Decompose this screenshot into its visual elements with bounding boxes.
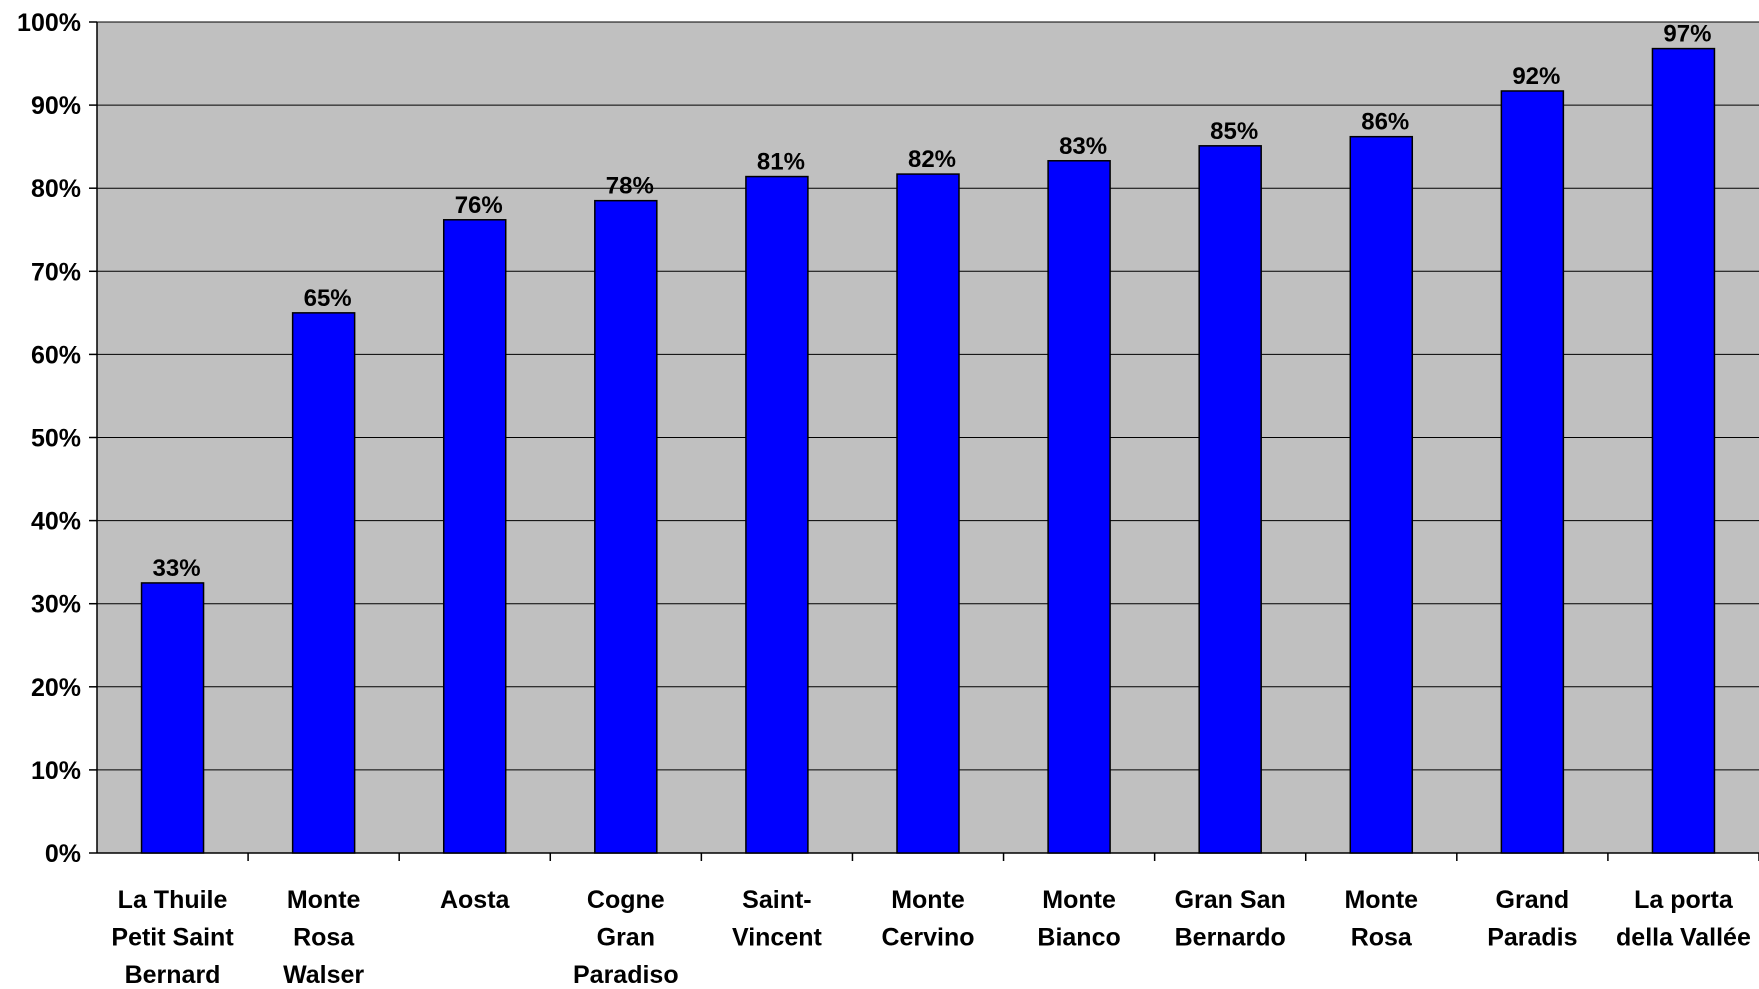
y-tick-label: 90% <box>31 92 81 120</box>
y-tick-label: 100% <box>17 9 81 37</box>
category-label-line: Vincent <box>732 924 823 952</box>
bar <box>745 175 809 854</box>
bar <box>594 199 658 854</box>
bar <box>442 219 507 854</box>
data-label: 33% <box>153 555 201 582</box>
category-label-line: La porta <box>1634 886 1734 914</box>
category-label: Saint- Vincent <box>732 886 823 952</box>
category-label-line: della Vallée <box>1616 924 1751 952</box>
category-label-line: Paradiso <box>573 961 679 989</box>
bar <box>896 173 960 854</box>
category-label: Grand Paradis <box>1487 886 1577 952</box>
bars <box>140 47 1716 854</box>
y-axis: 0% 10% 20% 30% 40% 50% 60% 70% 80% 90% 100% <box>17 9 98 868</box>
category-label: Monte Cervino <box>881 886 974 952</box>
data-label: 86% <box>1361 109 1409 136</box>
category-label: Gran San Bernardo <box>1175 886 1286 952</box>
category-label: La porta della Vallée <box>1616 886 1751 952</box>
category-label-line: Bernard <box>125 961 221 989</box>
category-label-line: Bianco <box>1037 924 1120 952</box>
y-tick-label: 70% <box>31 258 81 286</box>
bar <box>1651 47 1716 854</box>
category-label-line: Rosa <box>293 924 355 952</box>
data-label: 83% <box>1059 133 1107 160</box>
y-tick-label: 40% <box>31 508 81 536</box>
bar <box>1500 90 1565 854</box>
category-label: La Thuile Petit Saint Bernard <box>111 886 234 989</box>
bar <box>1349 135 1414 854</box>
data-label: 81% <box>757 149 805 176</box>
bar <box>1047 160 1111 854</box>
category-label-line: Cervino <box>881 924 974 952</box>
category-label-line: Bernardo <box>1175 924 1286 952</box>
y-tick-label: 0% <box>45 840 81 868</box>
category-label-line: Walser <box>283 961 364 989</box>
data-label: 92% <box>1512 63 1560 90</box>
category-label-line: Gran San <box>1175 886 1286 914</box>
y-tick-label: 60% <box>31 341 81 369</box>
y-tick-label: 20% <box>31 674 81 702</box>
y-tick-label: 50% <box>31 425 81 453</box>
data-label: 78% <box>606 173 654 200</box>
data-labels: 33% 65% 76% 78% 81% 82% 83% 85% 86% 92% 97% <box>153 21 1712 582</box>
data-label: 76% <box>455 192 503 219</box>
category-label: Cogne Gran Paradiso <box>573 886 679 989</box>
category-label-line: Aosta <box>440 886 511 914</box>
category-label-line: Cogne <box>587 886 665 914</box>
category-label: Monte Rosa Walser <box>283 886 364 989</box>
category-label-line: Monte <box>287 886 361 914</box>
category-label-line: Grand <box>1496 886 1570 914</box>
data-label: 85% <box>1210 118 1258 145</box>
data-label: 97% <box>1663 21 1711 48</box>
data-label: 82% <box>908 146 956 173</box>
category-label: Monte Bianco <box>1037 886 1120 952</box>
category-label: Monte Rosa <box>1344 886 1418 952</box>
category-label-line: Monte <box>1042 886 1116 914</box>
category-label: Aosta <box>440 886 511 914</box>
y-tick-label: 80% <box>31 175 81 203</box>
category-label-line: Saint- <box>742 886 811 914</box>
category-label-line: Monte <box>1344 886 1418 914</box>
data-label: 65% <box>304 285 352 312</box>
bar <box>1198 145 1262 854</box>
category-label-line: Petit Saint <box>111 924 234 952</box>
bar <box>140 582 205 854</box>
y-tick-label: 30% <box>31 591 81 619</box>
bar <box>291 312 356 854</box>
y-tick-label: 10% <box>31 757 81 785</box>
category-label-line: Paradis <box>1487 924 1577 952</box>
category-label-line: Gran <box>597 924 655 952</box>
x-axis <box>97 852 1759 861</box>
category-labels: La Thuile Petit Saint Bernard Monte Rosa Wals… <box>111 886 1751 989</box>
category-label-line: La Thuile <box>118 886 228 914</box>
category-label-line: Monte <box>891 886 965 914</box>
category-label-line: Rosa <box>1351 924 1413 952</box>
